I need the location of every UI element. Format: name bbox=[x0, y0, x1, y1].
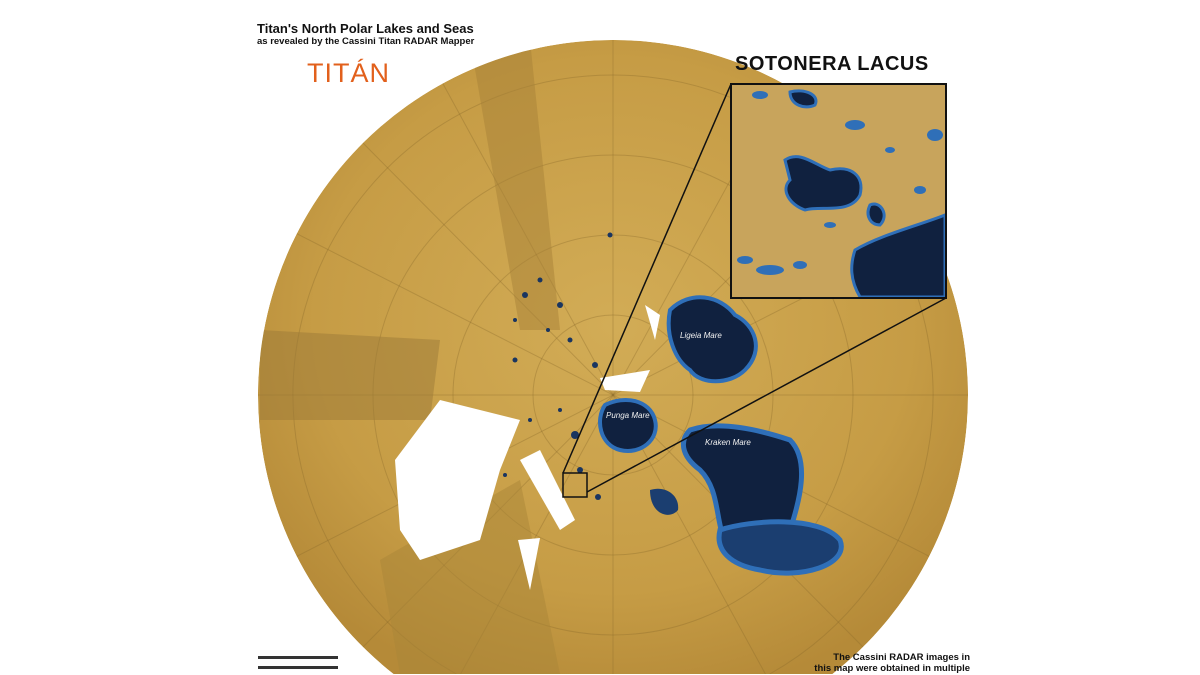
scale-bar bbox=[258, 656, 338, 669]
label-punga-mare: Punga Mare bbox=[606, 411, 650, 420]
footer-note-line2: this map were obtained in multiple bbox=[814, 663, 970, 674]
sotonera-lacus-inset bbox=[730, 83, 947, 299]
footer-note: The Cassini RADAR images in this map wer… bbox=[814, 652, 970, 674]
no-data-gaps bbox=[395, 305, 660, 590]
titan-label: TITÁN bbox=[307, 58, 390, 88]
inset-title: SOTONERA LACUS bbox=[735, 53, 929, 75]
map-title: Titan's North Polar Lakes and Seas bbox=[257, 21, 474, 36]
label-ligeia-mare: Ligeia Mare bbox=[680, 331, 722, 340]
lakes bbox=[503, 232, 844, 576]
inset-locator-box bbox=[562, 472, 588, 498]
map-subtitle: as revealed by the Cassini Titan RADAR M… bbox=[257, 36, 475, 47]
label-kraken-mare: Kraken Mare bbox=[705, 438, 751, 447]
footer-note-line1: The Cassini RADAR images in bbox=[833, 652, 970, 663]
leader-line bbox=[562, 83, 732, 474]
leader-line bbox=[586, 297, 947, 493]
